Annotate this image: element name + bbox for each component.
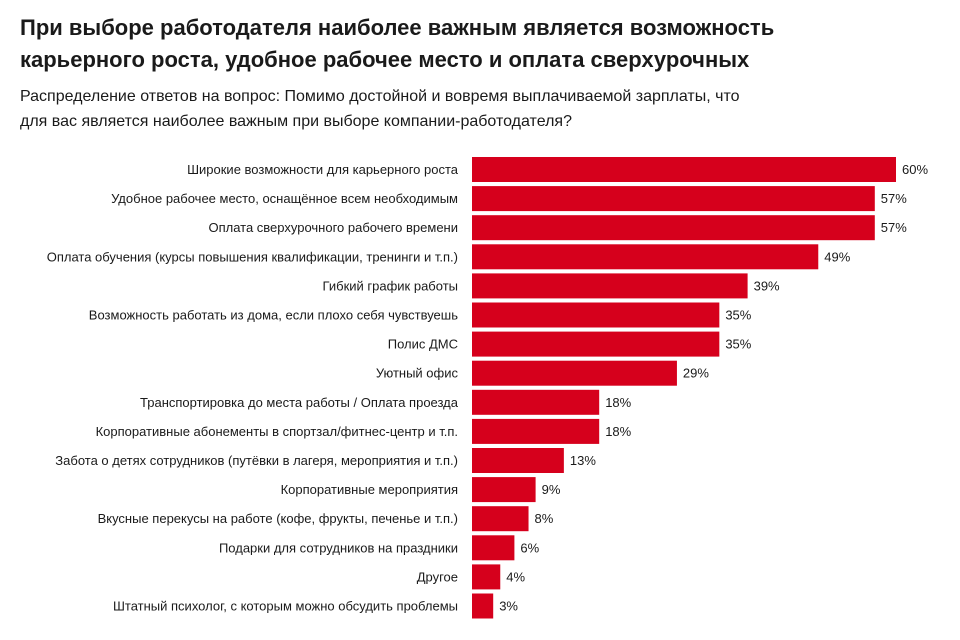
value-label: 39%: [754, 278, 780, 293]
value-label: 57%: [881, 191, 907, 206]
value-label: 9%: [542, 482, 561, 497]
value-label: 60%: [902, 162, 928, 177]
category-label: Оплата сверхурочного рабочего времени: [208, 220, 458, 235]
category-label: Уютный офис: [376, 366, 459, 381]
bar: [472, 331, 720, 357]
bar: [472, 302, 720, 328]
value-label: 3%: [499, 599, 518, 614]
bar: [472, 477, 536, 503]
value-label: 18%: [605, 424, 631, 439]
bar: [472, 273, 748, 299]
value-label: 35%: [725, 308, 751, 323]
category-label: Транспортировка до места работы / Оплата…: [140, 395, 459, 410]
value-label: 13%: [570, 453, 596, 468]
category-label: Подарки для сотрудников на праздники: [219, 540, 458, 555]
value-label: 29%: [683, 366, 709, 381]
bar: [472, 418, 600, 444]
category-label: Другое: [417, 569, 458, 584]
value-label: 6%: [520, 540, 539, 555]
bar-chart: Широкие возможности для карьерного роста…: [47, 157, 928, 619]
value-label: 57%: [881, 220, 907, 235]
value-label: 35%: [725, 337, 751, 352]
category-label: Вкусные перекусы на работе (кофе, фрукты…: [98, 511, 458, 526]
category-label: Возможность работать из дома, если плохо…: [89, 308, 458, 323]
bar: [472, 360, 677, 386]
bar: [472, 215, 875, 241]
category-label: Корпоративные абонементы в спортзал/фитн…: [96, 424, 458, 439]
category-label: Гибкий график работы: [323, 278, 458, 293]
category-label: Оплата обучения (курсы повышения квалифи…: [47, 249, 458, 264]
bar: [472, 244, 819, 270]
bar: [472, 564, 501, 590]
category-label: Забота о детях сотрудников (путёвки в ла…: [55, 453, 458, 468]
chart-title-line-2: карьерного роста, удобное рабочее место …: [20, 47, 750, 72]
category-label: Удобное рабочее место, оснащённое всем н…: [111, 191, 458, 206]
chart-subtitle: Распределение ответов на вопрос: Помимо …: [20, 84, 940, 134]
chart-title-line-1: При выборе работодателя наиболее важным …: [20, 15, 775, 40]
category-label: Полис ДМС: [388, 337, 458, 352]
value-label: 4%: [506, 569, 525, 584]
bar: [472, 535, 515, 561]
category-label: Широкие возможности для карьерного роста: [187, 162, 459, 177]
value-label: 49%: [824, 249, 850, 264]
category-label: Штатный психолог, с которым можно обсуди…: [113, 599, 458, 614]
value-label: 18%: [605, 395, 631, 410]
bar: [472, 186, 875, 212]
bar: [472, 157, 896, 182]
value-label: 8%: [535, 511, 554, 526]
chart-subtitle-line-1: Распределение ответов на вопрос: Помимо …: [20, 88, 740, 105]
bar: [472, 448, 564, 473]
bar: [472, 506, 529, 532]
bar: [472, 389, 600, 415]
bar: [472, 593, 494, 619]
category-label: Корпоративные мероприятия: [281, 482, 458, 497]
chart-title: При выборе работодателя наиболее важным …: [20, 12, 940, 76]
chart-subtitle-line-2: для вас является наиболее важным при выб…: [20, 113, 572, 130]
